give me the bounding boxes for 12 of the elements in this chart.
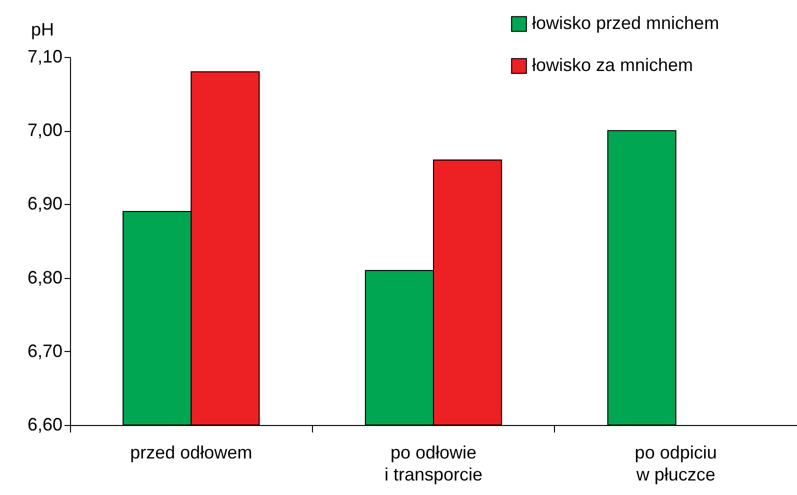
legend-label: łowisko za mnichem — [532, 55, 694, 75]
y-tick-label: 7,10 — [27, 46, 62, 66]
y-tick-label: 7,00 — [27, 120, 62, 140]
y-tick-label: 6,70 — [27, 340, 62, 361]
y-tick-label: 6,60 — [27, 414, 62, 434]
x-tick-label: po odłowie i transporcie — [384, 442, 483, 484]
x-tick-label: po odpiciu w płuczce — [634, 442, 717, 484]
y-axis-title: pH — [30, 20, 54, 40]
y-tick-label: 6,80 — [27, 267, 62, 288]
x-tick-label: przed odłowem — [130, 442, 252, 462]
y-tick-label: 6,90 — [27, 194, 62, 214]
legend-label: łowisko przed mnichem — [532, 13, 720, 33]
